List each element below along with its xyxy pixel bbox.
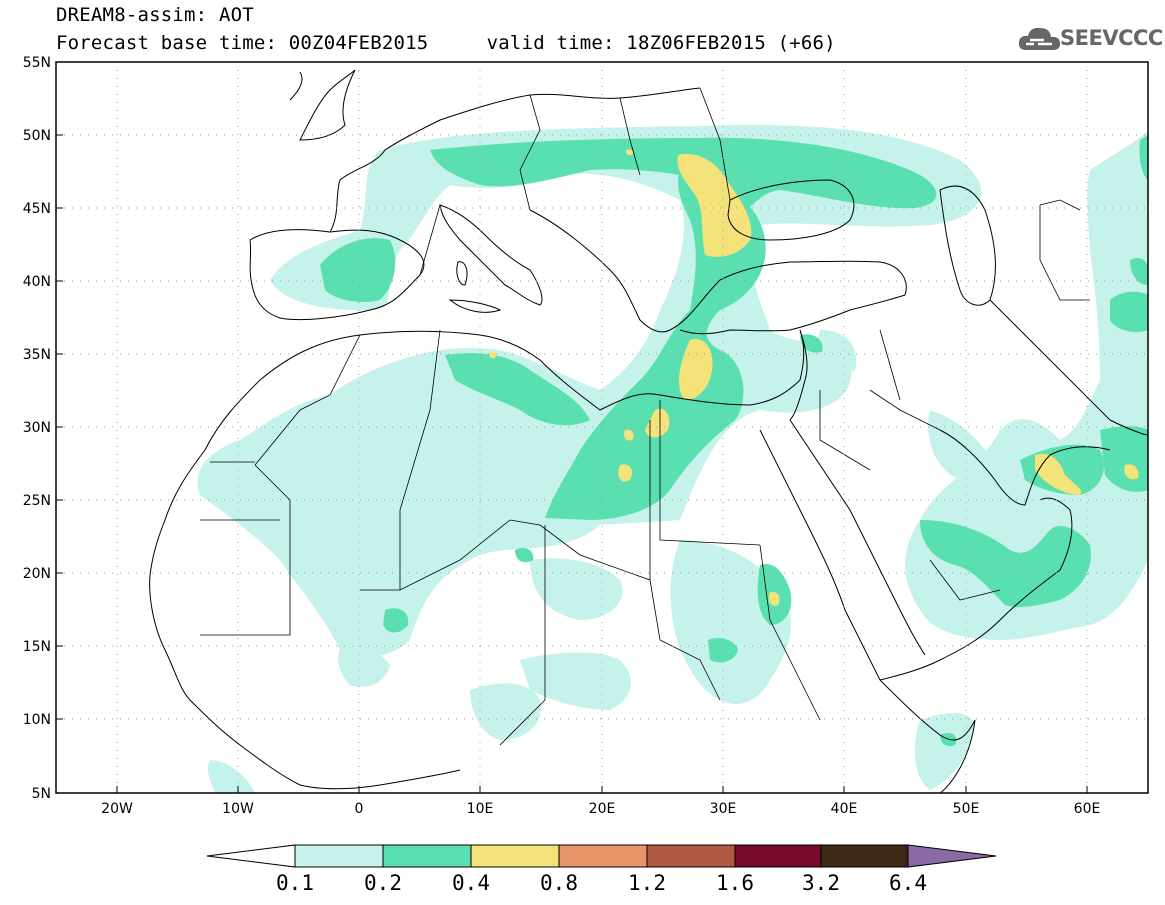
lon-tick-label: 50E <box>953 801 980 817</box>
lon-tick-label: 60E <box>1074 801 1101 817</box>
borders <box>200 87 1090 746</box>
colorbar-label: 1.6 <box>716 871 754 895</box>
colorbar-swatch <box>558 844 648 868</box>
lon-tick-label: 0 <box>355 801 364 817</box>
colorbar-low-arrow <box>206 844 296 868</box>
lon-tick-label: 30E <box>710 801 737 817</box>
lat-tick-label: 15N <box>23 639 51 655</box>
lat-tick-label: 20N <box>23 566 51 582</box>
lat-tick-label: 5N <box>32 786 51 802</box>
colorbar-swatch <box>470 844 560 868</box>
colorbar-label: 3.2 <box>802 871 840 895</box>
lat-tick-label: 45N <box>23 201 51 217</box>
lat-tick-label: 50N <box>23 128 51 144</box>
colorbar-label: 6.4 <box>889 871 927 895</box>
colorbar-swatch <box>294 844 384 868</box>
colorbar <box>206 844 997 868</box>
colorbar-label: 0.2 <box>364 871 402 895</box>
lat-tick-label: 25N <box>23 493 51 509</box>
lon-tick-label: 40E <box>831 801 858 817</box>
forecast-time-line: Forecast base time: 00Z04FEB2015 valid t… <box>56 32 836 54</box>
axis-ticks <box>56 61 1088 794</box>
lon-labels: 20W 10W 0 10E 20E 30E 40E 50E 60E <box>101 801 1100 817</box>
colorbar-label: 1.2 <box>628 871 666 895</box>
lat-tick-label: 55N <box>23 55 51 71</box>
colorbar-swatch <box>382 844 472 868</box>
colorbar-label: 0.8 <box>540 871 578 895</box>
colorbar-label: 0.4 <box>452 871 490 895</box>
lat-labels: 55N 50N 45N 40N 35N 30N 25N 20N 15N 10N … <box>23 55 51 802</box>
lon-tick-label: 10E <box>467 801 494 817</box>
aot-field <box>56 62 1148 793</box>
colorbar-swatch <box>734 844 822 868</box>
lon-tick-label: 20E <box>589 801 616 817</box>
lat-tick-label: 40N <box>23 274 51 290</box>
lat-tick-label: 35N <box>23 347 51 363</box>
logo-text: SEEVCCC <box>1060 26 1163 50</box>
lon-tick-label: 20W <box>101 801 133 817</box>
lon-tick-label: 10W <box>222 801 254 817</box>
seevccc-logo <box>1018 22 1158 56</box>
lat-tick-label: 30N <box>23 420 51 436</box>
colorbar-label: 0.1 <box>276 871 314 895</box>
colorbar-labels: 0.1 0.2 0.4 0.8 1.2 1.6 3.2 6.4 <box>276 871 927 895</box>
colorbar-high-arrow <box>907 844 997 868</box>
lat-tick-label: 10N <box>23 712 51 728</box>
map-title: DREAM8-assim: AOT <box>56 4 254 26</box>
cloud-icon <box>1018 27 1060 50</box>
colorbar-swatch <box>820 844 909 868</box>
coastlines <box>149 69 1148 793</box>
colorbar-swatch <box>646 844 736 868</box>
